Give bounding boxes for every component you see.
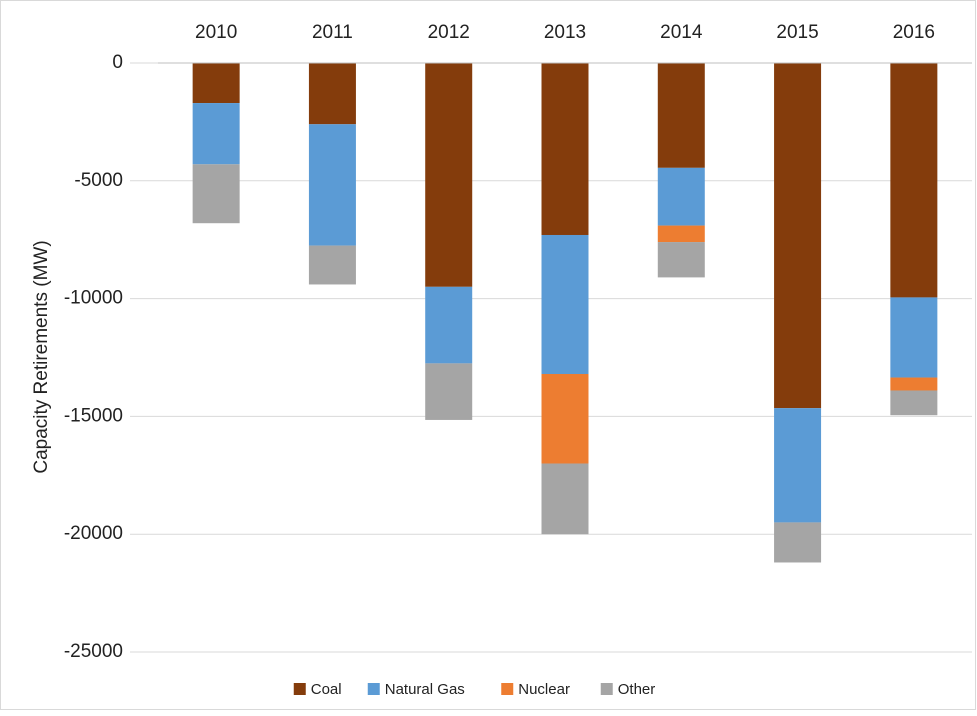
legend-label: Natural Gas <box>385 681 465 698</box>
x-tick-label: 2014 <box>660 22 703 43</box>
legend-label: Nuclear <box>518 681 570 698</box>
bar-segment <box>541 234 589 374</box>
bar-segment <box>192 63 240 104</box>
legend-label: Other <box>618 681 656 698</box>
bar-segment <box>890 390 938 416</box>
bar-segment <box>541 63 589 235</box>
x-tick-label: 2010 <box>195 22 237 43</box>
bar-segment <box>308 245 356 285</box>
y-tick-label: 0 <box>112 52 123 73</box>
bar-segment <box>541 463 589 535</box>
legend-swatch <box>367 683 380 695</box>
bar-segment <box>657 242 705 278</box>
bar-segment <box>774 63 822 409</box>
bar-segment <box>890 377 938 391</box>
bar-segment <box>890 297 938 378</box>
legend-label: Coal <box>311 681 342 698</box>
bar-segment <box>890 63 938 298</box>
bar-segment <box>192 103 240 165</box>
bar-segment <box>425 363 473 420</box>
bar-segment <box>425 63 473 287</box>
y-tick-label: -20000 <box>64 523 123 544</box>
y-axis-title: Capacity Retirements (MW) <box>31 240 52 473</box>
bar-segment <box>657 63 705 168</box>
bar-segment <box>774 522 822 563</box>
x-tick-label: 2016 <box>893 22 935 43</box>
legend-swatch <box>293 683 306 695</box>
bar-segment <box>308 63 356 125</box>
y-tick-label: -25000 <box>64 641 123 662</box>
bar-segment <box>308 124 356 246</box>
y-tick-label: -15000 <box>64 405 123 426</box>
x-tick-label: 2011 <box>312 22 353 43</box>
bar-segment <box>541 373 589 464</box>
bar-segment <box>425 286 473 364</box>
bar-segment <box>657 225 705 243</box>
x-tick-label: 2012 <box>428 22 470 43</box>
x-tick-label: 2013 <box>544 22 586 43</box>
legend-swatch <box>501 683 514 695</box>
x-tick-label: 2015 <box>776 22 818 43</box>
bar-segment <box>192 164 240 224</box>
bar-segment <box>774 408 822 523</box>
legend-swatch <box>600 683 613 695</box>
bar-segment <box>657 167 705 226</box>
y-tick-label: -5000 <box>74 170 123 191</box>
y-tick-label: -10000 <box>64 288 123 309</box>
